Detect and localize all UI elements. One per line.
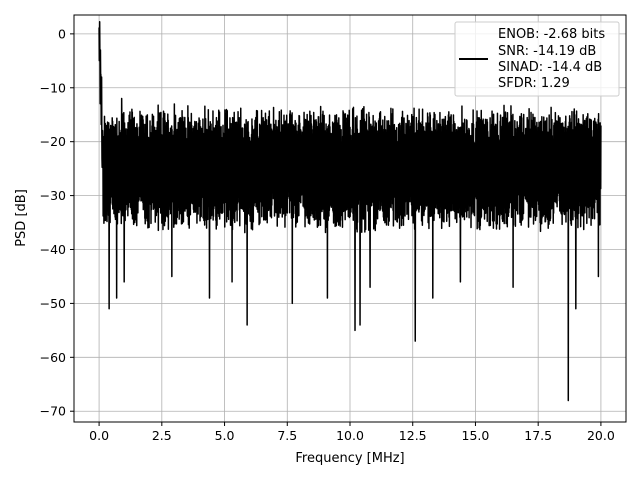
x-tick-label: 15.0 (462, 428, 490, 443)
y-tick-label: −70 (40, 404, 66, 419)
legend-enob: ENOB: -2.68 bits (498, 27, 605, 42)
psd-series-line (98, 20, 602, 402)
x-tick-label: 5.0 (215, 428, 235, 443)
y-tick-label: 0 (58, 26, 66, 41)
x-tick-label: 10.0 (336, 428, 364, 443)
y-tick-label: −20 (40, 134, 66, 149)
legend-box (454, 21, 620, 97)
y-tick-label: −40 (40, 242, 66, 257)
y-tick-label: −30 (40, 188, 66, 203)
x-tick-label: 17.5 (524, 428, 552, 443)
y-tick-label: −10 (40, 80, 66, 95)
legend: ENOB: -2.68 bits SNR: -14.19 dB SINAD: -… (454, 21, 620, 97)
x-tick-label: 0.0 (89, 428, 109, 443)
plot-area (98, 20, 602, 402)
y-tick-label: −50 (40, 296, 66, 311)
y-tick-label: −60 (40, 350, 66, 365)
x-tick-label: 12.5 (399, 428, 427, 443)
x-tick-label: 2.5 (152, 428, 172, 443)
x-axis-label: Frequency [MHz] (295, 451, 404, 466)
y-axis-ticks: 0 −10 −20 −30 −40 −50 −60 −70 (40, 26, 74, 419)
legend-snr: SNR: -14.19 dB (498, 44, 596, 59)
legend-sfdr: SFDR: 1.29 (498, 76, 570, 91)
legend-sinad: SINAD: -14.4 dB (498, 60, 602, 75)
x-tick-label: 20.0 (587, 428, 615, 443)
y-axis-label: PSD [dB] (14, 189, 29, 247)
x-tick-label: 7.5 (277, 428, 297, 443)
x-axis-ticks: 0.0 2.5 5.0 7.5 10.0 12.5 15.0 17.5 20.0 (89, 422, 615, 443)
